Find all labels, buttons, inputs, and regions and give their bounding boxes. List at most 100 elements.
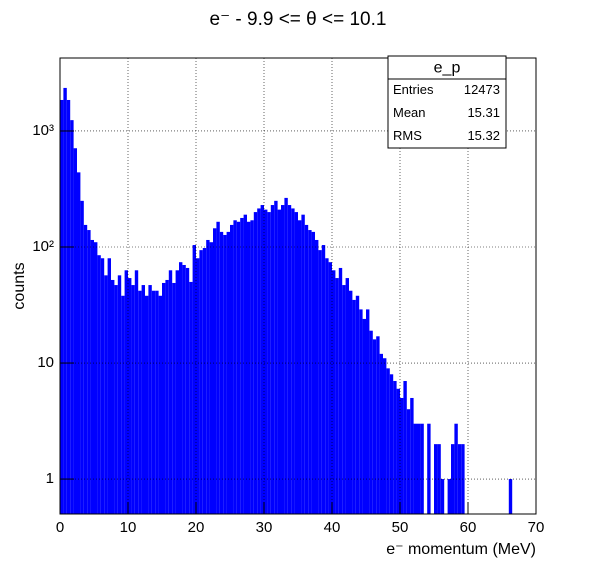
bar [158,295,162,514]
bar [80,200,84,514]
bar [349,290,353,514]
bar [219,231,224,514]
stats-label: RMS [393,128,422,143]
bar [223,234,227,514]
bar [362,318,366,514]
bar [379,353,383,514]
bar [192,245,196,514]
stats-value: 15.32 [467,128,500,143]
x-axis-label: e⁻ momentum (MeV) [386,541,536,558]
bar [355,295,360,514]
bar [304,224,309,515]
bar [437,444,441,514]
stats-box [387,55,507,149]
bar [175,270,179,514]
bar [345,278,349,514]
y-tick-label: 10² [32,238,54,255]
bar [396,388,400,514]
stats-value: 15.31 [467,105,500,120]
bar [189,281,193,514]
x-tick-label: 50 [392,519,409,536]
bar [294,212,298,514]
bar [366,309,370,514]
bar [199,250,203,514]
chart-title: e⁻ - 9.9 <= θ <= 10.1 [210,9,387,30]
bar [257,208,261,515]
bar [359,309,363,514]
stats-title: e_p [434,60,461,77]
bar [117,275,122,514]
bar [410,397,414,514]
bar [131,285,135,514]
bar [236,221,241,514]
bar [403,381,407,514]
bar [383,358,387,514]
bar [100,258,105,514]
bar [151,290,156,514]
bar [335,278,339,514]
bar [128,278,132,514]
bar [90,239,94,514]
bar [406,409,411,514]
bar [87,230,91,514]
bar [213,228,217,514]
stats-value: 12473 [464,82,500,97]
x-tick-label: 40 [324,519,341,536]
bar [155,290,159,514]
bar [145,295,149,514]
bar [260,205,264,515]
bar [107,258,111,514]
y-tick-label: 10³ [32,122,54,139]
plot-frame [59,57,537,515]
bar [342,285,346,514]
bar [226,231,230,514]
x-tick-label: 0 [56,519,64,536]
bar [308,230,312,514]
bar [264,209,268,514]
y-axis-label: counts [11,262,28,309]
bar [206,239,210,514]
bar [270,205,275,515]
bar [291,208,295,515]
bar [209,242,213,514]
bar [83,224,88,515]
bar [417,423,421,514]
bar [301,214,305,514]
bar [369,330,373,514]
bars [60,87,513,515]
bar [77,172,81,514]
bar [138,290,142,514]
bar [328,262,332,514]
bar [240,217,244,514]
bar [243,214,247,514]
bar [372,339,377,514]
bar [230,224,234,515]
bar [284,197,288,514]
bar [250,220,254,515]
bar [124,270,128,514]
y-tick-label: 1 [46,470,54,487]
bar [281,205,285,515]
bar [274,200,278,514]
bar [376,336,380,514]
bar [66,99,71,515]
bar [94,242,98,514]
bar [70,120,74,514]
y-tick-label: 10 [37,354,54,371]
bar [287,205,292,515]
bar [325,258,329,514]
bar [111,279,115,514]
bar [447,479,451,514]
bar [179,262,183,514]
bar [315,239,319,514]
bar [134,270,139,514]
x-tick-label: 70 [528,519,545,536]
bar [332,270,336,514]
bar [277,209,281,514]
bar [182,264,186,514]
bar [216,221,220,514]
x-tick-label: 10 [120,519,137,536]
bar [121,295,125,514]
x-tick-label: 30 [256,519,273,536]
